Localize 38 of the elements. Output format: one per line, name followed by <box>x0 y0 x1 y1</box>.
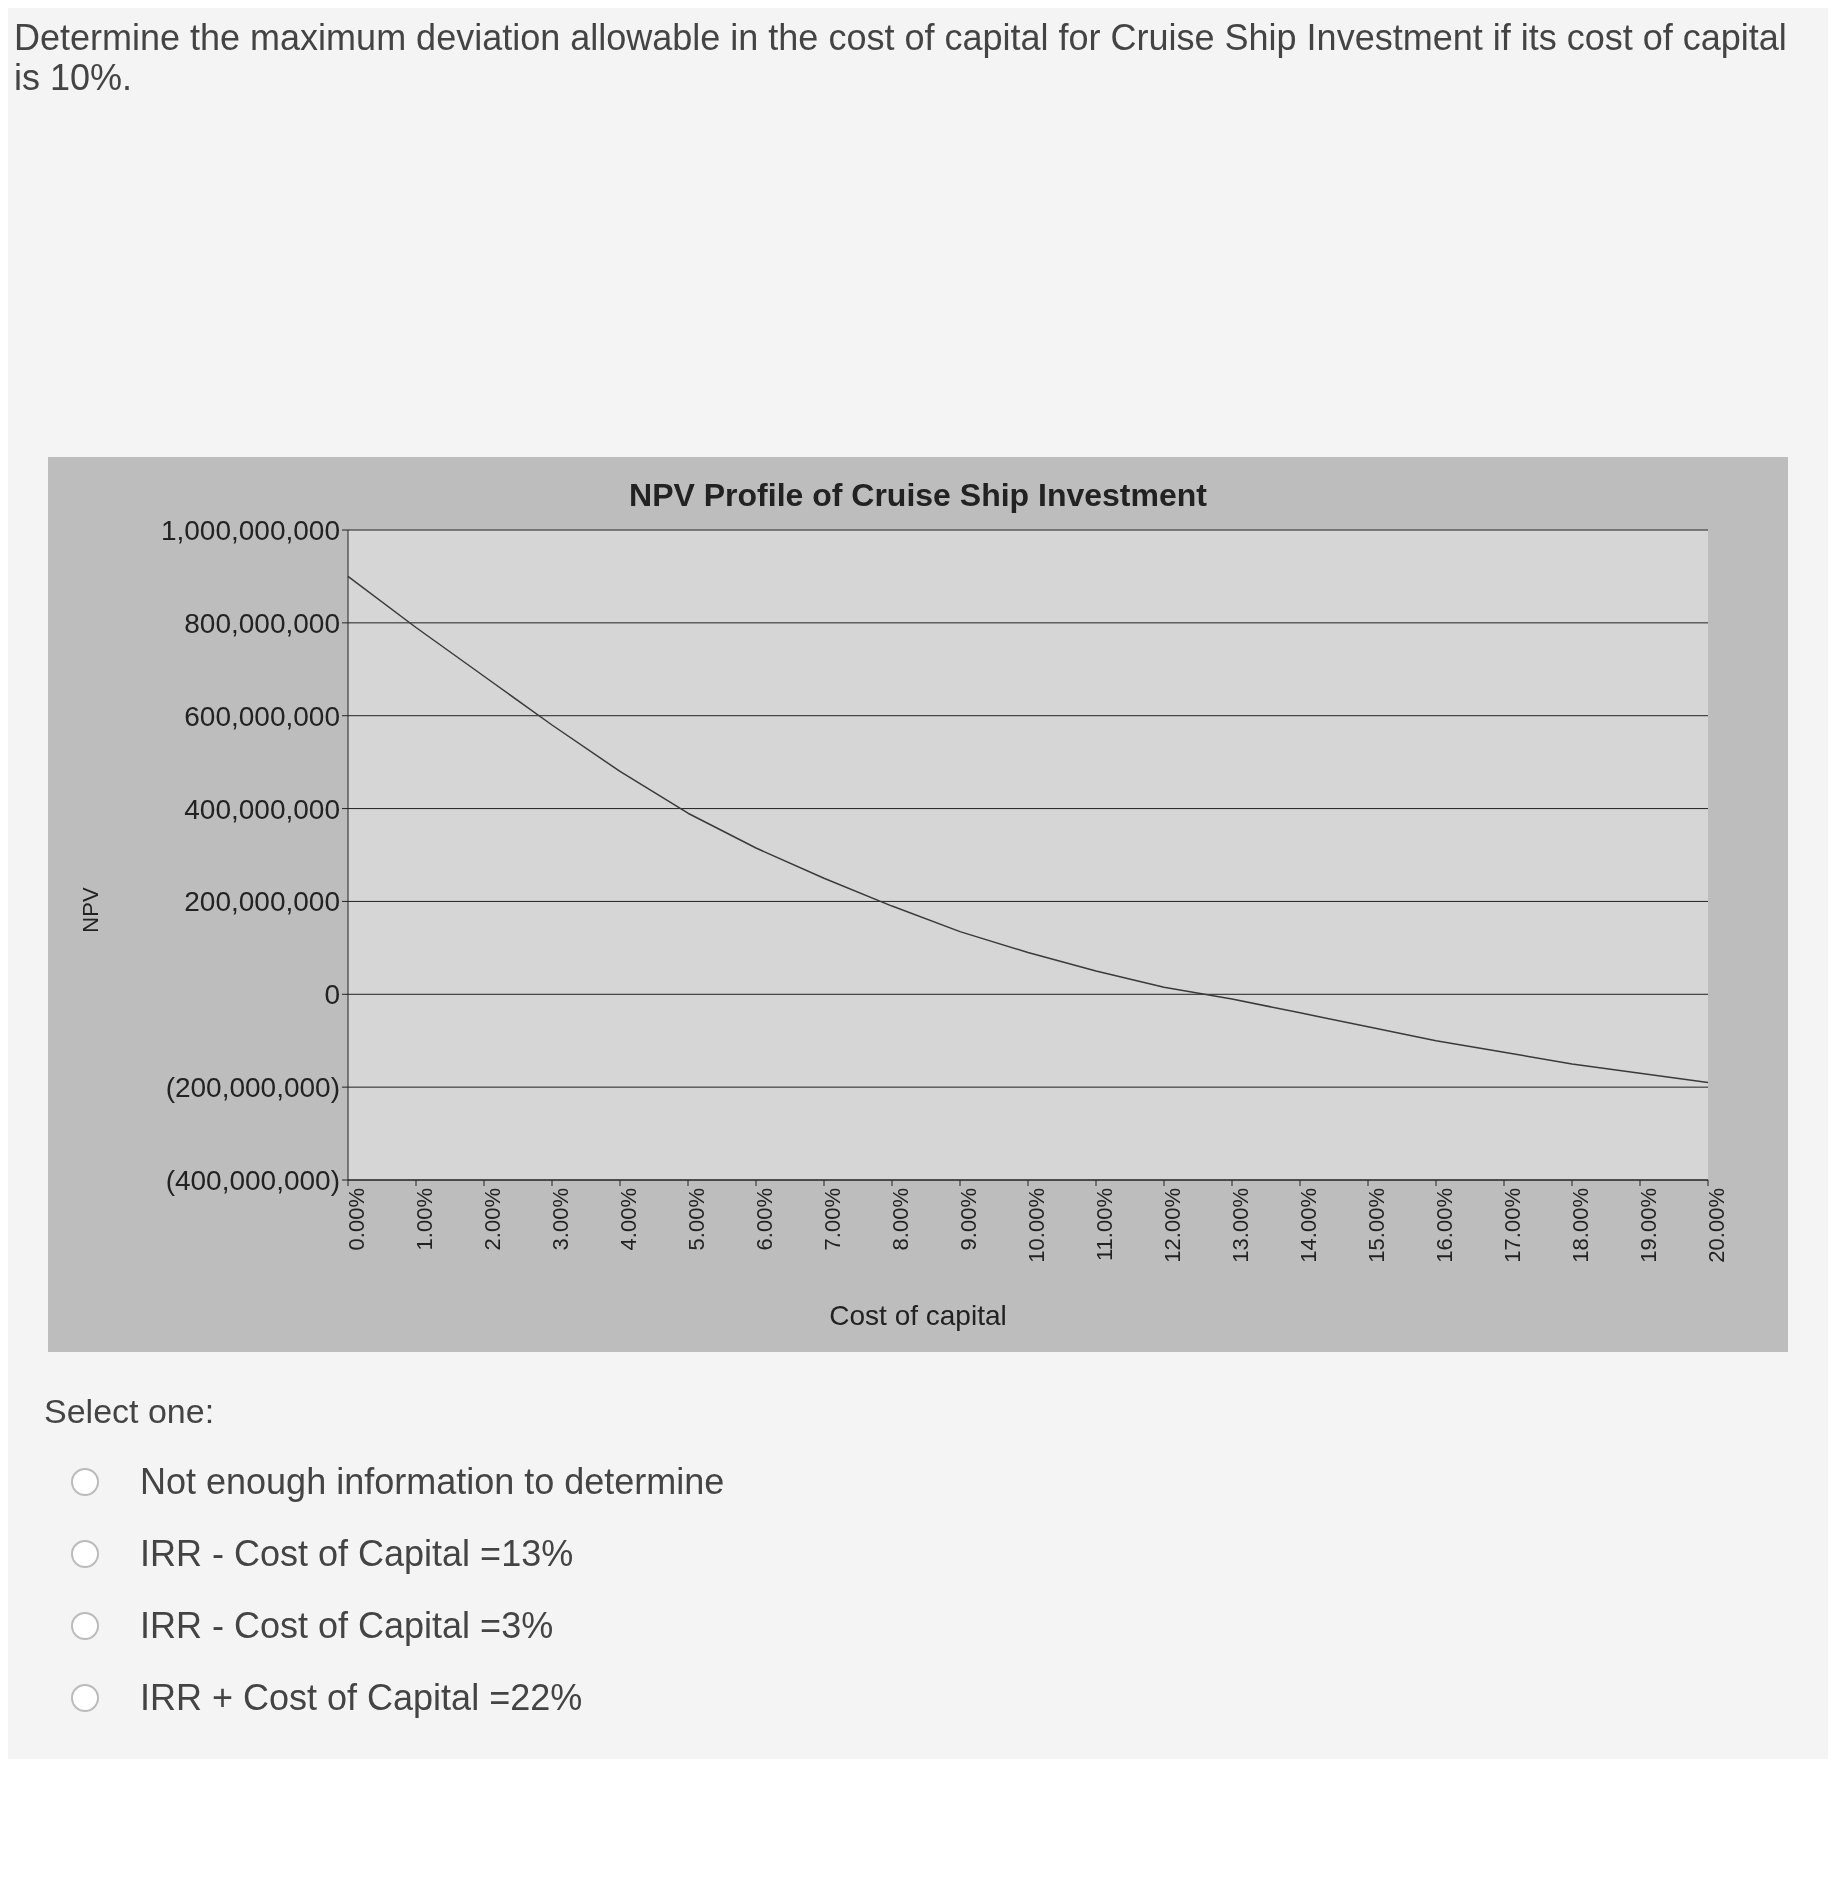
x-tick-label: 16.00% <box>1431 1188 1457 1263</box>
y-tick-label: 600,000,000 <box>184 700 340 732</box>
text: IRR - Cost of Capital =13% <box>140 1533 574 1576</box>
x-tick-label: 3.00% <box>547 1188 573 1251</box>
y-tick-label: 1,000,000,000 <box>160 515 340 547</box>
y-tick-label: 0 <box>324 979 340 1011</box>
text: Determine the maximum deviation allowable in the cost of capital for Cruise Ship Investment if its cost of capital is 10%. <box>13 16 1788 98</box>
x-tick-label: 11.00% <box>1091 1188 1117 1262</box>
x-tick-label: 9.00% <box>955 1188 981 1251</box>
x-axis-title: Cost of capital <box>828 1300 1008 1333</box>
text: Select one: <box>44 1392 216 1432</box>
y-axis-title: NPV <box>77 887 104 933</box>
x-tick-label: 8.00% <box>887 1188 913 1251</box>
x-tick-label: 19.00% <box>1635 1188 1661 1263</box>
y-tick-label: 800,000,000 <box>184 607 340 639</box>
chart-title: NPV Profile of Cruise Ship Investment <box>628 477 1208 515</box>
x-tick-label: 0.00% <box>343 1188 369 1251</box>
x-tick-label: 15.00% <box>1363 1188 1389 1263</box>
text: IRR - Cost of Capital =3% <box>140 1605 554 1648</box>
text: Not enough information to determine <box>140 1461 725 1504</box>
x-tick-label: 18.00% <box>1567 1188 1593 1263</box>
x-tick-label: 10.00% <box>1023 1188 1049 1263</box>
x-tick-label: 6.00% <box>751 1188 777 1251</box>
x-tick-label: 4.00% <box>615 1188 641 1251</box>
x-tick-label: 13.00% <box>1227 1188 1253 1263</box>
x-tick-label: 12.00% <box>1159 1188 1185 1263</box>
x-tick-label: 20.00% <box>1703 1188 1729 1263</box>
x-tick-label: 1.00% <box>411 1188 437 1251</box>
y-tick-label: (400,000,000) <box>165 1165 340 1197</box>
x-tick-label: 17.00% <box>1499 1188 1525 1263</box>
text: IRR + Cost of Capital =22% <box>140 1677 583 1720</box>
y-tick-label: 400,000,000 <box>184 793 340 825</box>
y-tick-label: (200,000,000) <box>165 1072 340 1104</box>
x-tick-label: 2.00% <box>479 1188 505 1251</box>
x-tick-label: 14.00% <box>1295 1188 1321 1263</box>
y-tick-label: 200,000,000 <box>184 886 340 918</box>
x-tick-label: 5.00% <box>683 1188 709 1251</box>
x-tick-label: 7.00% <box>819 1188 845 1251</box>
